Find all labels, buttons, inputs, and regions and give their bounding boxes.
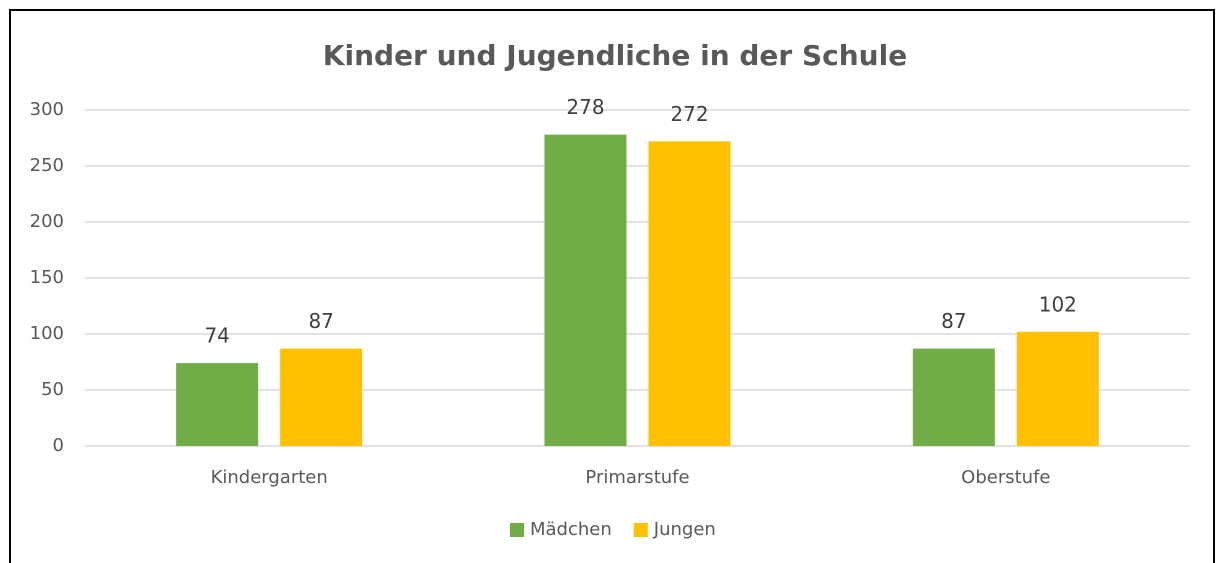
data-label: 272: [670, 102, 708, 126]
x-tick-label: Oberstufe: [961, 467, 1050, 488]
data-label: 87: [308, 309, 333, 333]
y-tick-label: 150: [30, 267, 64, 288]
y-tick-label: 250: [30, 155, 64, 176]
legend-label: Mädchen: [530, 519, 612, 540]
legend-swatch: [633, 523, 648, 537]
chart-title: Kinder und Jugendliche in der Schule: [323, 39, 907, 72]
y-tick-label: 50: [41, 379, 64, 400]
data-label: 278: [566, 95, 604, 119]
y-tick-label: 100: [30, 323, 64, 344]
y-tick-label: 300: [30, 99, 64, 120]
y-tick-label: 200: [30, 211, 64, 232]
bar: [1016, 331, 1099, 446]
data-label: 102: [1039, 292, 1077, 316]
bar: [176, 363, 259, 446]
data-label: 74: [204, 324, 229, 348]
bar: [912, 348, 995, 446]
y-tick-label: 0: [53, 435, 64, 456]
data-label: 87: [941, 309, 966, 333]
x-tick-label: Primarstufe: [585, 467, 689, 488]
bar: [648, 141, 731, 447]
bar: [544, 134, 627, 446]
x-tick-label: Kindergarten: [211, 467, 328, 488]
legend-swatch: [510, 523, 524, 537]
bar: [280, 348, 363, 446]
legend-label: Jungen: [653, 519, 716, 540]
